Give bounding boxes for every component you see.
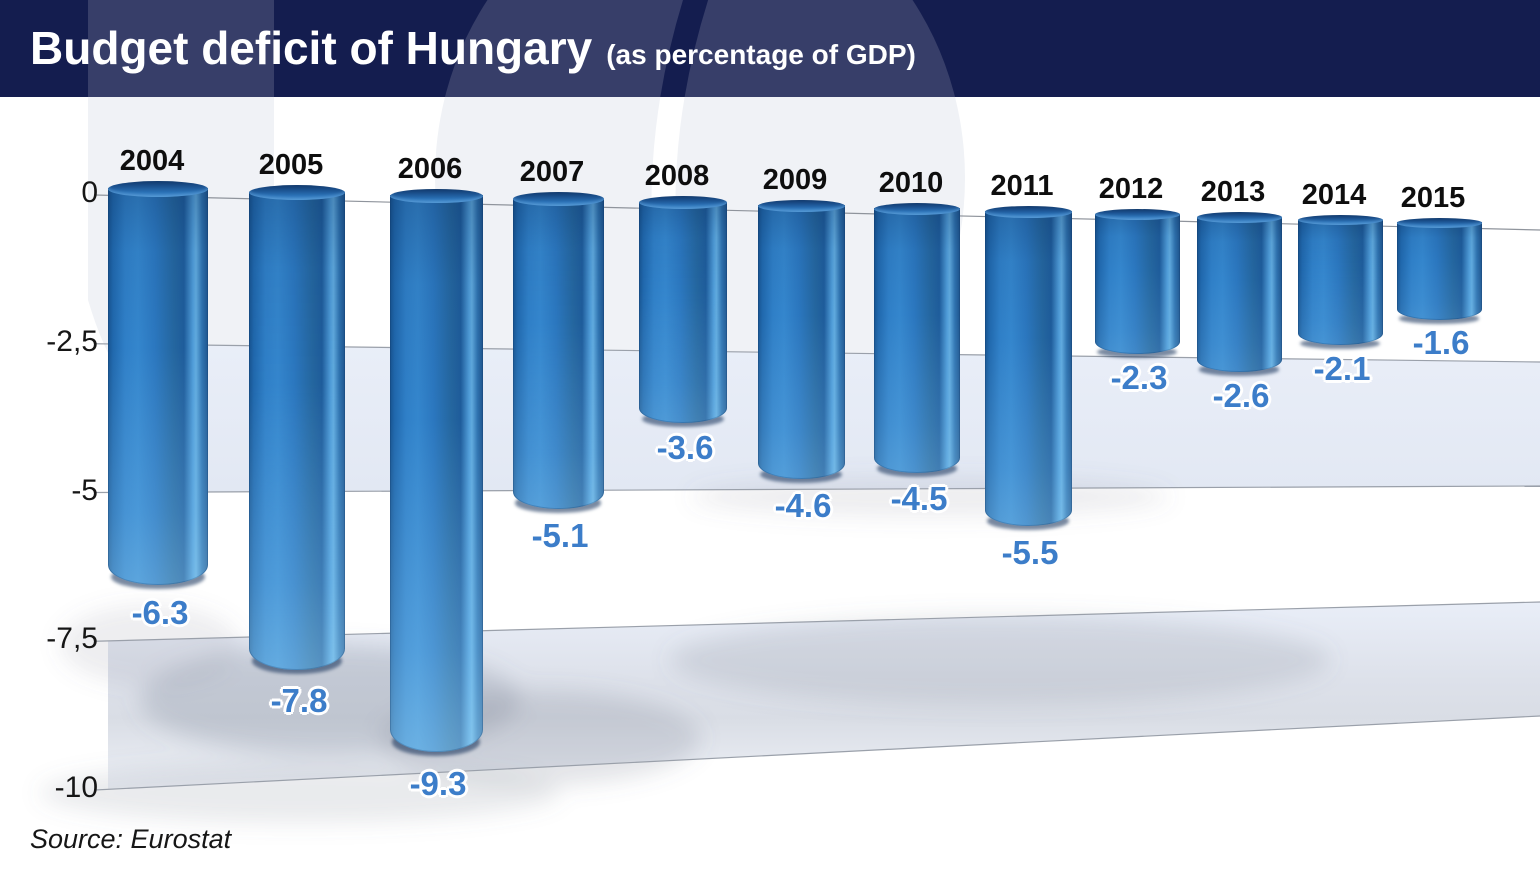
value-label: -3.6 (656, 429, 714, 467)
bar-top-cap (1094, 209, 1180, 221)
bar-top-cap (389, 188, 483, 204)
bar-cylinder (249, 191, 345, 671)
bar-group-2012 (1094, 209, 1180, 359)
bar-cylinder (108, 187, 208, 585)
bar-group-2005 (249, 184, 345, 675)
value-label: -2.1 (1313, 349, 1371, 387)
bar-group-2008 (639, 196, 727, 428)
bar-top-cap (249, 184, 345, 200)
bar-cylinder (1196, 216, 1282, 372)
bar-top-cap (874, 202, 960, 215)
bar-group-2006 (389, 188, 483, 756)
bar-cylinder (984, 211, 1072, 526)
bar-group-2013 (1196, 212, 1282, 376)
y-tick-label: -7,5 (46, 622, 98, 656)
bar-top-cap (757, 199, 845, 213)
year-label: 2009 (762, 163, 828, 196)
bar-cylinder (1297, 219, 1383, 346)
bar-cylinder (874, 208, 960, 473)
bar-top-cap (512, 192, 604, 207)
bar-group-2009 (757, 199, 845, 484)
bar-cylinder (389, 195, 483, 752)
bar-top-cap (1297, 215, 1383, 226)
bar-cylinder (1094, 214, 1180, 355)
value-label: -2.6 (1212, 376, 1270, 414)
bar-top-cap (639, 196, 727, 210)
year-label: 2015 (1400, 182, 1466, 215)
bar-cylinder (512, 198, 604, 509)
value-label: -4.6 (774, 486, 832, 524)
bar-top-cap (108, 180, 208, 197)
value-label: -2.3 (1110, 358, 1168, 396)
chart-subtitle: (as percentage of GDP) (606, 39, 916, 70)
value-label: -5.1 (531, 517, 589, 555)
y-tick-label: -10 (54, 771, 98, 804)
gridline (94, 715, 1540, 791)
year-label: 2013 (1200, 176, 1266, 209)
year-label: 2012 (1098, 173, 1164, 206)
value-label: -7.8 (270, 681, 328, 719)
year-label: 2006 (397, 152, 463, 185)
bar-cylinder (757, 205, 845, 480)
value-label: -1.6 (1412, 323, 1470, 361)
watermark-header (88, 0, 955, 97)
year-label: 2014 (1301, 179, 1367, 212)
bar-group-2014 (1297, 215, 1383, 350)
bar-top-cap (984, 206, 1072, 218)
value-label: -6.3 (131, 594, 189, 632)
year-label: 2008 (644, 160, 710, 193)
bar-top-cap (1196, 212, 1282, 223)
y-tick-label: -2,5 (46, 324, 98, 358)
year-label: 2005 (258, 148, 324, 181)
value-label: -9.3 (409, 764, 467, 802)
header-band (0, 0, 1540, 97)
bar-cylinder (639, 201, 727, 424)
header-bar: Budget deficit of Hungary (as percentage … (0, 0, 1540, 97)
bar-group-2007 (512, 192, 604, 513)
value-label: -4.5 (890, 480, 948, 518)
year-label: 2010 (878, 166, 944, 199)
bar-top-cap (1396, 218, 1482, 228)
bar-group-2015 (1396, 218, 1482, 324)
bar-group-2004 (108, 180, 208, 589)
year-label: 2004 (119, 144, 185, 177)
bar-group-2011 (984, 206, 1072, 530)
bar-cylinder (1396, 222, 1482, 320)
year-label: 2011 (990, 170, 1054, 203)
y-tick-label: 0 (81, 176, 98, 209)
value-label: -5.5 (1001, 534, 1059, 572)
y-tick-label: -5 (71, 473, 98, 507)
chart-title: Budget deficit of Hungary (30, 22, 593, 74)
bar-group-2010 (874, 202, 960, 477)
source-note: Source: Eurostat (30, 824, 232, 854)
year-label: 2007 (519, 156, 585, 189)
